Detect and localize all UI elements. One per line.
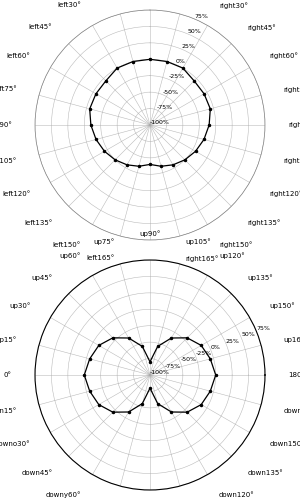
Text: right150°: right150° [219, 241, 252, 248]
Text: up120°: up120° [219, 252, 245, 259]
Text: up60°: up60° [60, 252, 81, 259]
Text: right45°: right45° [248, 24, 276, 31]
Text: left135°: left135° [24, 220, 52, 226]
Text: down165°: down165° [283, 408, 300, 414]
Text: right105°: right105° [283, 158, 300, 164]
Text: right90°: right90° [288, 122, 300, 128]
Text: up105°: up105° [186, 238, 211, 245]
Text: downo30°: downo30° [0, 441, 31, 447]
Text: 180°: 180° [288, 372, 300, 378]
Text: up165°: up165° [283, 336, 300, 342]
Text: right135°: right135° [248, 219, 281, 226]
Text: left45°: left45° [29, 24, 52, 30]
Text: up75°: up75° [93, 238, 114, 245]
Text: up15°: up15° [0, 336, 17, 342]
Text: left105°: left105° [0, 158, 17, 164]
Text: up30°: up30° [9, 302, 31, 310]
Text: down45°: down45° [21, 470, 52, 476]
Text: 0°: 0° [4, 372, 12, 378]
Text: left30°: left30° [57, 2, 81, 8]
Text: up150°: up150° [269, 302, 295, 310]
Text: right60°: right60° [269, 52, 298, 60]
Text: down150°: down150° [269, 441, 300, 447]
Text: down15°: down15° [0, 408, 17, 414]
Text: downy60°: downy60° [46, 491, 81, 498]
Text: left165°: left165° [86, 256, 114, 262]
Text: down135°: down135° [248, 470, 283, 476]
Text: right120°: right120° [269, 190, 300, 198]
Text: up45°: up45° [31, 274, 52, 281]
Text: left150°: left150° [53, 242, 81, 248]
Text: left60°: left60° [7, 53, 31, 59]
Text: 180°: 180° [142, 263, 158, 269]
Text: up90°: up90° [139, 230, 161, 237]
Text: left75°: left75° [0, 86, 17, 92]
Text: up135°: up135° [248, 274, 273, 281]
Text: down120°: down120° [219, 492, 255, 498]
Text: right75°: right75° [283, 86, 300, 92]
Text: left90°: left90° [0, 122, 12, 128]
Text: left120°: left120° [2, 191, 31, 197]
Text: right30°: right30° [219, 2, 248, 9]
Text: right165°: right165° [186, 255, 219, 262]
